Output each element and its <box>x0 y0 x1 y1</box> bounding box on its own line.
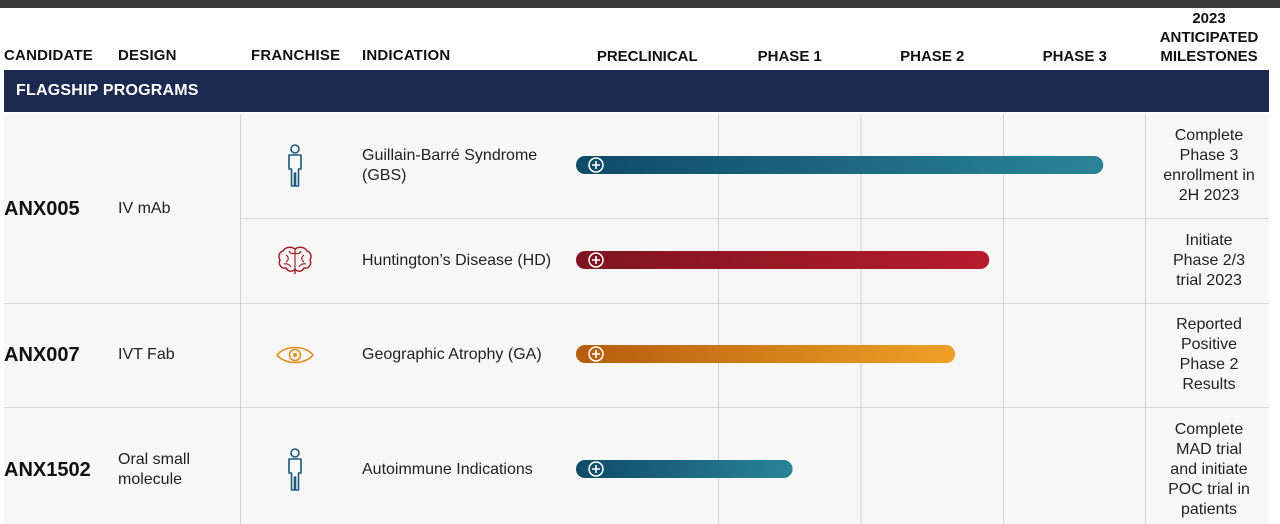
design-anx007: IVT Fab <box>118 346 175 363</box>
milestone-autoimmune: Complete MAD trial and initiate POC tria… <box>1148 420 1270 520</box>
plus-icon <box>592 465 600 473</box>
row-bg-anx005 <box>4 114 1269 303</box>
plus-icon <box>592 350 600 358</box>
candidate-anx005: ANX005 <box>4 198 80 220</box>
top-bar <box>0 0 1280 8</box>
column-divider <box>1145 114 1146 524</box>
milestone-line: Phase 2 <box>1179 356 1239 373</box>
indication-autoimmune: Autoimmune Indications <box>362 461 533 478</box>
milestone-line: and initiate <box>1170 461 1248 478</box>
milestone-line: Initiate <box>1185 232 1233 249</box>
bar-start-marker <box>588 461 604 477</box>
candidate-anx1502: ANX1502 <box>4 459 91 481</box>
row-divider <box>240 218 1269 219</box>
design-line: molecule <box>118 471 183 488</box>
indication-line: (GBS) <box>362 167 407 184</box>
milestone-line: Complete <box>1174 421 1244 438</box>
milestone-line: enrollment in <box>1163 167 1255 184</box>
milestone-line: Complete <box>1174 127 1244 144</box>
column-divider <box>240 114 241 524</box>
milestone-line: Results <box>1182 376 1236 393</box>
milestone-line: POC trial in <box>1168 481 1250 498</box>
milestone-line: Phase 2/3 <box>1172 252 1246 269</box>
milestone-line: Positive <box>1180 336 1238 353</box>
row-divider <box>4 303 1269 304</box>
milestone-ga: Reported Positive Phase 2 Results <box>1148 315 1270 395</box>
header-indication: INDICATION <box>362 47 451 64</box>
milestone-line: Phase 3 <box>1179 147 1239 164</box>
milestone-gbs: Complete Phase 3 enrollment in 2H 2023 <box>1148 126 1270 206</box>
header-milestones-line3: MILESTONES <box>1160 48 1258 65</box>
header-candidate: CANDIDATE <box>4 47 94 64</box>
header-milestones-line2: ANTICIPATED <box>1159 29 1259 46</box>
stage-label-phase-2: PHASE 2 <box>900 48 964 65</box>
header-milestones-line1: 2023 <box>1192 10 1226 27</box>
bar-start-marker <box>588 252 604 268</box>
plus-icon <box>592 161 600 169</box>
candidate-anx007: ANX007 <box>4 344 80 366</box>
stage-label-phase-1: PHASE 1 <box>758 48 822 65</box>
design-anx005: IV mAb <box>118 200 171 217</box>
milestone-line: MAD trial <box>1176 441 1242 458</box>
row-divider <box>4 407 1269 408</box>
stage-label-preclinical: PRECLINICAL <box>597 48 698 65</box>
section-band: FLAGSHIP PROGRAMS <box>4 70 1269 112</box>
person-icon <box>288 448 302 491</box>
header-design: DESIGN <box>118 47 177 64</box>
milestone-line: Reported <box>1176 316 1242 333</box>
milestone-hd: Initiate Phase 2/3 trial 2023 <box>1148 231 1270 291</box>
indication-gbs: Guillain-Barré Syndrome (GBS) <box>362 146 537 186</box>
person-icon <box>288 144 302 187</box>
milestone-line: 2H 2023 <box>1178 187 1240 204</box>
section-title: FLAGSHIP PROGRAMS <box>16 82 199 99</box>
stage-label-phase-3: PHASE 3 <box>1043 48 1107 65</box>
design-line: Oral small <box>118 451 191 468</box>
pipeline-bar-1 <box>576 251 990 269</box>
indication-ga: Geographic Atrophy (GA) <box>362 346 542 363</box>
plus-icon <box>592 256 600 264</box>
pipeline-bar-3 <box>576 460 793 478</box>
header-franchise: FRANCHISE <box>251 47 341 64</box>
pipeline-bar-0 <box>576 156 1104 174</box>
milestone-line: trial 2023 <box>1176 272 1242 289</box>
pipeline-bar-2 <box>576 345 956 363</box>
milestone-line: patients <box>1180 501 1238 518</box>
eye-icon <box>275 346 315 364</box>
brain-icon <box>278 246 312 274</box>
bar-start-marker <box>588 157 604 173</box>
design-anx1502: Oral small molecule <box>118 450 190 490</box>
bar-start-marker <box>588 346 604 362</box>
header-milestones: 2023 ANTICIPATED MILESTONES <box>1148 9 1270 66</box>
indication-line: Guillain-Barré Syndrome <box>362 147 538 164</box>
indication-hd: Huntington’s Disease (HD) <box>362 252 552 269</box>
